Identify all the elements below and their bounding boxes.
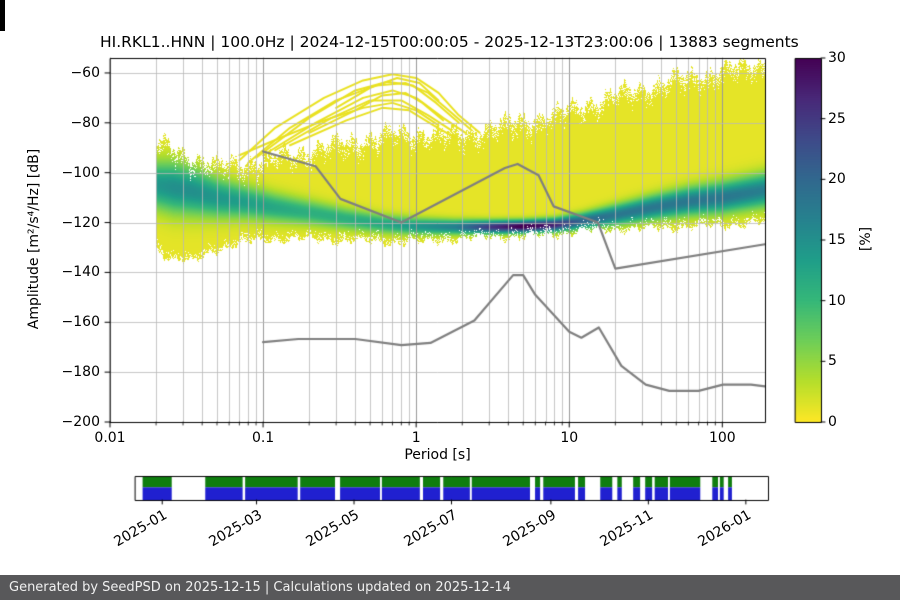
y-tick-label: −80 [70,114,100,131]
y-tick-label: −180 [61,364,100,381]
y-tick-label: −160 [61,314,100,331]
colorbar-tick-label: 25 [828,110,846,127]
ppsd-figure-canvas [0,0,900,570]
y-tick-label: −120 [61,214,100,231]
y-tick-label: −100 [61,164,100,181]
colorbar-tick-label: 5 [828,353,837,370]
footer-bar: Generated by SeedPSD on 2025-12-15 | Cal… [0,575,900,600]
y-tick-label: −140 [61,264,100,281]
plot-title: HI.RKL1..HNN | 100.0Hz | 2024-12-15T00:0… [100,33,799,51]
colorbar-tick-label: 0 [828,414,837,430]
y-axis-label: Amplitude [m²/s⁴/Hz] [dB] [26,148,42,330]
x-tick-label: 10 [560,430,579,446]
x-axis-label: Period [s] [404,447,471,463]
x-tick-label: 0.01 [94,430,126,446]
y-tick-label: −200 [61,414,100,430]
colorbar-tick-label: 15 [828,232,846,248]
y-tick-label: −60 [70,64,100,81]
x-tick-label: 1 [411,430,421,446]
x-tick-label: 100 [708,430,736,446]
colorbar-label: [%] [858,226,874,252]
x-tick-label: 0.1 [251,430,275,446]
colorbar-tick-label: 30 [828,50,846,66]
colorbar-tick-label: 10 [828,292,846,309]
footer-text: Generated by SeedPSD on 2025-12-15 | Cal… [9,580,511,595]
colorbar-tick-label: 20 [828,171,846,188]
